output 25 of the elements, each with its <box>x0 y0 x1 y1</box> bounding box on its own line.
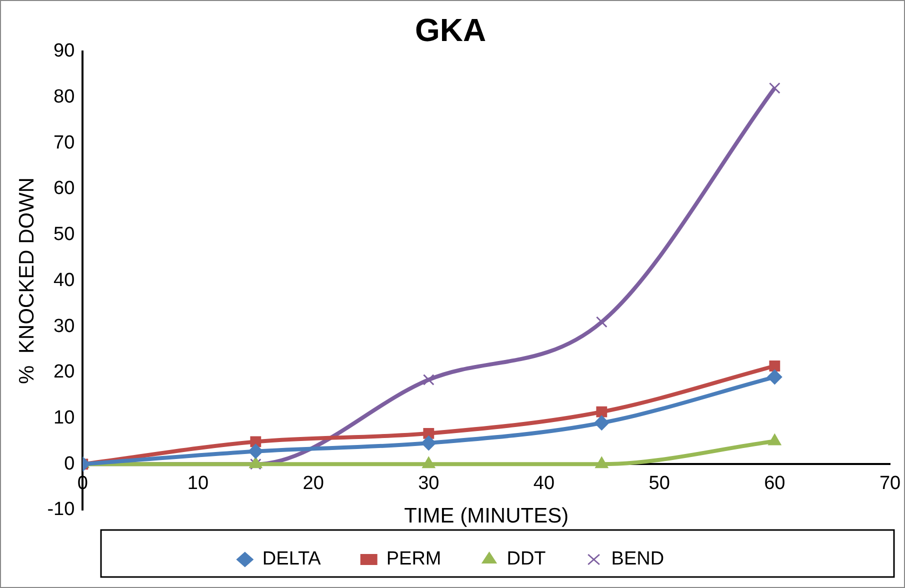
y-tick-label: 10 <box>54 408 75 429</box>
y-tick-label: 50 <box>54 224 75 246</box>
x-tick-label: 20 <box>302 472 324 494</box>
x-tick-label: 40 <box>533 472 555 494</box>
chart-title: GKA <box>414 12 486 48</box>
x-tick-label: 50 <box>648 472 670 494</box>
y-tick-label: 80 <box>54 86 75 108</box>
x-tick-label: 30 <box>418 472 440 494</box>
x-tick-label: 10 <box>187 472 209 494</box>
legend-label: DDT <box>506 548 546 570</box>
x-tick-label: 70 <box>879 472 901 494</box>
y-tick-label: -10 <box>47 499 75 520</box>
x-axis-title: TIME (MINUTES) <box>404 504 569 528</box>
y-tick-label: 20 <box>54 362 75 383</box>
legend-label: BEND <box>611 548 664 570</box>
legend-label: DELTA <box>262 548 322 570</box>
y-axis-title: % KNOCKED DOWN <box>15 177 38 384</box>
y-tick-label: 40 <box>54 270 75 291</box>
y-tick-label: 60 <box>54 178 75 200</box>
x-tick-label: 60 <box>764 472 786 494</box>
y-tick-label: 0 <box>64 453 75 474</box>
y-tick-label: 90 <box>54 40 75 62</box>
y-tick-label: 30 <box>54 316 75 337</box>
legend-label: PERM <box>386 548 442 570</box>
y-tick-label: 70 <box>54 132 75 154</box>
